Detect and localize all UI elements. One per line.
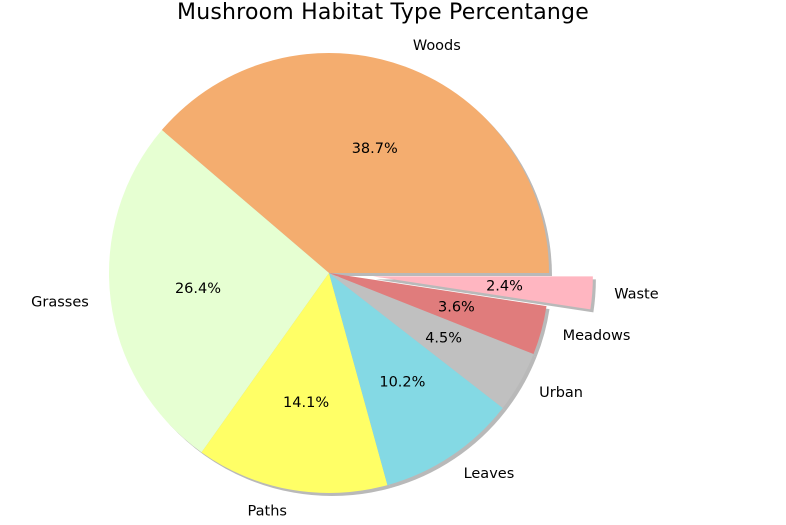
pie-slice-paths [201, 273, 388, 494]
pie-slice-woods [161, 52, 550, 274]
slice-percent-leaves: 10.2% [379, 375, 425, 391]
slice-percent-urban: 4.5% [425, 330, 462, 346]
slice-percent-grasses: 26.4% [175, 281, 221, 297]
slice-percent-waste: 2.4% [486, 278, 523, 294]
slice-label-woods: Woods [413, 38, 461, 54]
slice-percent-woods: 38.7% [352, 141, 398, 157]
chart-title: Mushroom Habitat Type Percentange [177, 0, 589, 25]
slice-label-meadows: Meadows [563, 328, 631, 344]
slice-label-leaves: Leaves [464, 466, 515, 482]
pie-slice-urban [329, 273, 534, 408]
slice-percent-meadows: 3.6% [438, 299, 475, 315]
pie-slice-grasses [108, 130, 330, 453]
pie-slice-leaves [329, 273, 503, 486]
slice-label-grasses: Grasses [31, 295, 89, 311]
slice-label-paths: Paths [248, 503, 287, 519]
pie-slice-waste [372, 276, 593, 310]
pie-slice-meadows [329, 273, 547, 355]
slice-percent-paths: 14.1% [283, 395, 329, 411]
slice-label-urban: Urban [539, 385, 583, 401]
slice-label-waste: Waste [614, 287, 659, 303]
